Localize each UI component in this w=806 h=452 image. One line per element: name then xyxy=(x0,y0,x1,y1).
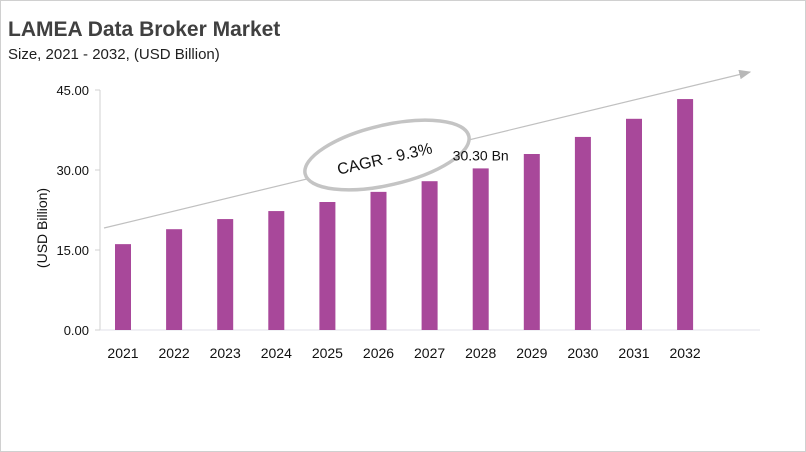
bar-2021 xyxy=(115,244,131,330)
bar-2032 xyxy=(677,99,694,330)
bar-2022 xyxy=(166,229,183,330)
cagr-ellipse xyxy=(303,118,471,192)
y-tick-label: 15.00 xyxy=(56,243,89,258)
x-tick-label: 2028 xyxy=(465,345,496,361)
x-tick-label: 2026 xyxy=(363,345,394,361)
bar-2029 xyxy=(523,154,540,330)
bar-2027 xyxy=(421,181,438,330)
x-tick-label: 2024 xyxy=(261,345,292,361)
chart-title: LAMEA Data Broker Market xyxy=(8,18,281,41)
x-tick-label: 2029 xyxy=(516,345,547,361)
bar-2026 xyxy=(370,191,387,330)
y-tick-label: 30.00 xyxy=(56,163,89,178)
chart-subtitle: Size, 2021 - 2032, (USD Billion) xyxy=(8,46,220,63)
x-tick-label: 2030 xyxy=(567,345,598,361)
bar-2028 xyxy=(472,168,489,330)
y-tick-label: 45.00 xyxy=(56,83,89,98)
bar-2023 xyxy=(217,219,234,330)
y-tick-label: 0.00 xyxy=(64,323,89,338)
y-axis-label: (USD Billion) xyxy=(34,188,50,268)
data-label-2028: 30.30 Bn xyxy=(453,147,509,163)
x-tick-label: 2022 xyxy=(159,345,190,361)
x-tick-label: 2027 xyxy=(414,345,445,361)
x-tick-label: 2021 xyxy=(107,345,138,361)
bar-2024 xyxy=(268,211,285,330)
x-tick-label: 2032 xyxy=(670,345,701,361)
bar-2025 xyxy=(319,202,336,330)
x-tick-label: 2031 xyxy=(618,345,649,361)
x-tick-label: 2025 xyxy=(312,345,343,361)
bar-2030 xyxy=(574,136,591,330)
x-tick-label: 2023 xyxy=(210,345,241,361)
bar-2031 xyxy=(626,118,642,330)
